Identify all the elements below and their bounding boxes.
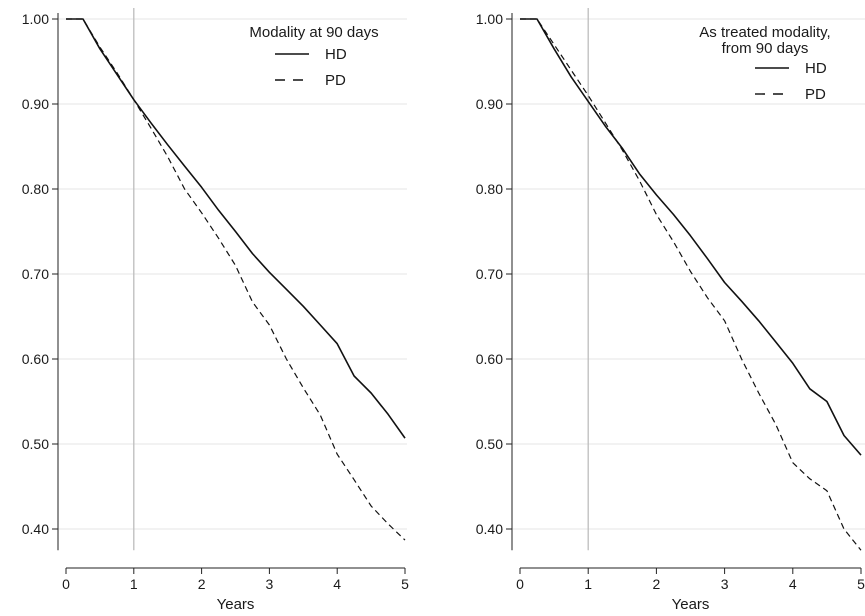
x-tick-label: 1 <box>130 576 138 592</box>
y-tick-label: 0.70 <box>476 266 503 282</box>
legend: Modality at 90 days HD PD <box>249 24 378 89</box>
legend-label-pd: PD <box>805 86 826 103</box>
x-tick-label: 4 <box>789 576 797 592</box>
y-tick-label: 0.50 <box>22 436 49 452</box>
right-panel: 1.00 0.90 0.80 0.70 0.60 0.50 0.40 0 1 2 3 4 5 Years A… <box>476 8 865 613</box>
y-tick-label: 0.80 <box>22 181 49 197</box>
x-tick-label: 4 <box>333 576 341 592</box>
legend-label-pd: PD <box>325 72 346 89</box>
y-tick-label: 0.60 <box>22 351 49 367</box>
x-tick-label: 3 <box>721 576 729 592</box>
x-tick-label: 3 <box>266 576 274 592</box>
series-line-pd <box>66 18 406 541</box>
x-tick-label: 5 <box>401 576 409 592</box>
y-tick-label: 1.00 <box>22 11 49 27</box>
y-tick-label: 0.90 <box>476 96 503 112</box>
x-tick-label: 2 <box>198 576 206 592</box>
legend-label-hd: HD <box>325 46 347 63</box>
y-tick-label: 0.60 <box>476 351 503 367</box>
legend-title: from 90 days <box>722 40 809 57</box>
series-line-hd <box>66 18 406 439</box>
y-tick-label: 0.90 <box>22 96 49 112</box>
y-tick-label: 0.70 <box>22 266 49 282</box>
series-line-hd <box>520 18 862 456</box>
y-tick-label: 1.00 <box>476 11 503 27</box>
x-axis-title: Years <box>217 596 255 613</box>
series-line-pd <box>520 18 862 551</box>
legend-title: As treated modality, <box>699 24 830 41</box>
x-tick-label: 1 <box>584 576 592 592</box>
legend-title: Modality at 90 days <box>249 24 378 41</box>
y-tick-label: 0.50 <box>476 436 503 452</box>
legend: As treated modality,from 90 days HD PD <box>699 24 830 103</box>
x-tick-label: 0 <box>516 576 524 592</box>
y-tick-label: 0.40 <box>476 521 503 537</box>
y-tick-label: 0.40 <box>22 521 49 537</box>
legend-label-hd: HD <box>805 60 827 77</box>
left-panel: 1.00 0.90 0.80 0.70 0.60 0.50 0.40 0 1 2 3 4 5 Years M… <box>22 8 409 613</box>
x-tick-label: 5 <box>857 576 865 592</box>
x-axis-title: Years <box>672 596 710 613</box>
x-tick-label: 0 <box>62 576 70 592</box>
x-tick-label: 2 <box>653 576 661 592</box>
y-tick-label: 0.80 <box>476 181 503 197</box>
